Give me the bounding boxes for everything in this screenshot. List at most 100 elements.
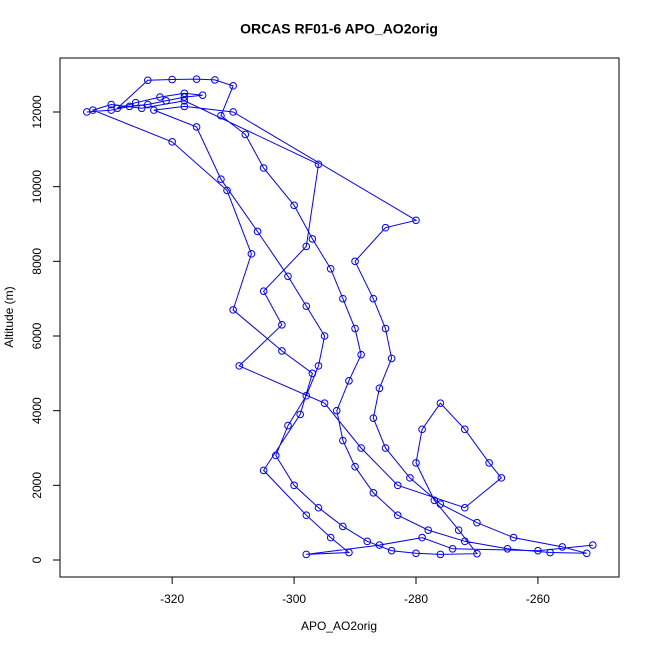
data-point bbox=[247, 250, 256, 258]
data-point bbox=[302, 391, 311, 400]
data-point bbox=[412, 549, 420, 558]
data-point bbox=[229, 82, 237, 90]
data-point bbox=[278, 320, 286, 329]
data-point bbox=[302, 550, 311, 559]
data-point bbox=[351, 324, 359, 333]
data-point bbox=[387, 546, 396, 555]
data-point bbox=[497, 474, 506, 482]
data-point bbox=[339, 294, 347, 303]
data-point bbox=[473, 549, 481, 558]
data-point bbox=[259, 164, 268, 172]
data-point bbox=[278, 347, 286, 355]
y-tick-label: 4000 bbox=[30, 397, 44, 424]
data-point bbox=[284, 272, 292, 281]
data-point bbox=[302, 242, 311, 251]
data-point bbox=[180, 89, 189, 98]
data-point bbox=[369, 489, 378, 497]
data-point bbox=[369, 294, 378, 303]
x-tick-label: -300 bbox=[282, 592, 306, 606]
data-point bbox=[180, 102, 189, 111]
data-point bbox=[168, 75, 176, 84]
y-tick-label: 0 bbox=[30, 556, 44, 563]
y-tick-label: 2000 bbox=[30, 472, 44, 499]
data-point bbox=[302, 302, 311, 310]
data-point bbox=[448, 545, 457, 553]
data-point bbox=[290, 481, 298, 490]
data-point bbox=[339, 436, 347, 445]
data-point bbox=[326, 533, 335, 542]
x-tick-label: -260 bbox=[526, 592, 550, 606]
data-point bbox=[345, 548, 353, 557]
data-point bbox=[393, 511, 402, 520]
data-point bbox=[302, 511, 311, 520]
data-point bbox=[460, 503, 469, 512]
data-point bbox=[192, 75, 201, 83]
data-line bbox=[86, 78, 593, 555]
data-point bbox=[320, 399, 329, 408]
data-point bbox=[436, 399, 445, 408]
data-point bbox=[375, 384, 384, 393]
data-point bbox=[424, 526, 432, 534]
plot-frame bbox=[59, 57, 620, 578]
data-point bbox=[284, 421, 292, 430]
data-point bbox=[229, 306, 237, 314]
data-point bbox=[180, 93, 189, 101]
data-point bbox=[296, 410, 304, 419]
data-point bbox=[162, 96, 170, 105]
y-tick-label: 8000 bbox=[30, 248, 44, 275]
data-point bbox=[509, 533, 518, 542]
data-point bbox=[460, 537, 469, 546]
y-axis-label: Altitude (m) bbox=[2, 286, 16, 347]
data-point bbox=[473, 518, 481, 527]
data-point bbox=[253, 227, 262, 236]
data-point bbox=[320, 332, 329, 340]
data-point bbox=[217, 175, 225, 183]
data-point bbox=[192, 123, 201, 131]
data-point bbox=[198, 91, 207, 99]
data-point bbox=[351, 257, 359, 266]
data-point bbox=[381, 324, 390, 333]
data-point bbox=[460, 425, 469, 434]
data-point bbox=[454, 526, 463, 534]
data-point bbox=[503, 545, 512, 553]
data-point bbox=[107, 100, 116, 109]
data-point bbox=[582, 549, 591, 558]
data-point bbox=[363, 537, 372, 546]
data-point bbox=[375, 541, 384, 549]
data-point bbox=[235, 362, 244, 370]
data-point bbox=[345, 377, 353, 385]
data-point bbox=[485, 459, 493, 467]
data-point bbox=[314, 160, 323, 169]
x-tick-label: -320 bbox=[160, 592, 184, 606]
data-point bbox=[259, 466, 268, 475]
data-point bbox=[381, 444, 390, 452]
x-tick-label: -280 bbox=[404, 592, 428, 606]
data-point bbox=[241, 130, 250, 139]
data-point bbox=[156, 93, 164, 101]
data-point bbox=[418, 533, 426, 542]
data-point bbox=[436, 550, 445, 559]
data-point bbox=[393, 481, 402, 490]
data-point bbox=[588, 541, 597, 549]
data-point bbox=[125, 102, 134, 111]
data-point bbox=[271, 451, 280, 460]
data-point bbox=[290, 201, 298, 210]
data-point bbox=[351, 462, 359, 471]
data-point bbox=[326, 264, 335, 273]
data-point bbox=[436, 500, 445, 508]
data-point bbox=[113, 104, 122, 113]
data-point bbox=[430, 496, 439, 505]
data-point bbox=[412, 216, 420, 225]
data-point bbox=[143, 76, 152, 85]
data-point bbox=[223, 186, 231, 195]
data-point bbox=[558, 543, 567, 551]
x-axis-label: APO_AO2orig bbox=[301, 619, 377, 633]
data-point bbox=[412, 459, 420, 467]
data-point bbox=[229, 108, 237, 116]
data-point bbox=[308, 235, 317, 243]
data-point bbox=[89, 106, 97, 114]
data-point bbox=[131, 98, 140, 107]
chart-title: ORCAS RF01-6 APO_AO2orig bbox=[240, 21, 438, 37]
data-point bbox=[259, 287, 268, 295]
